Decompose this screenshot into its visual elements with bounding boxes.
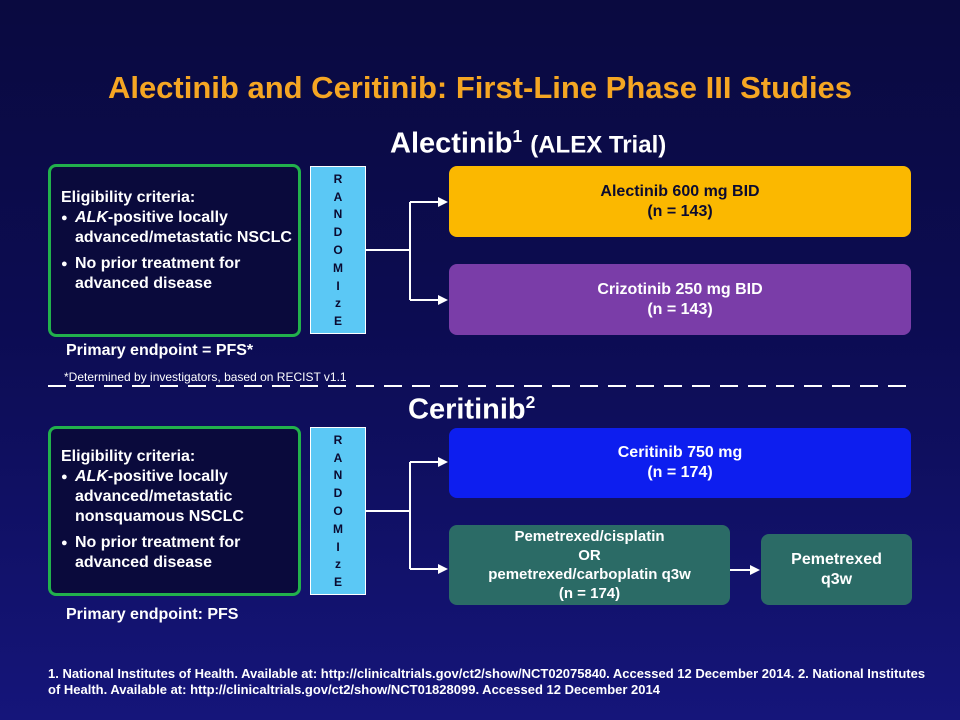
alectinib-title-ref: 1 — [512, 126, 523, 146]
alectinib-arm-n: (n = 143) — [647, 202, 713, 220]
slide-title: Alectinib and Ceritinib: First-Line Phas… — [107, 70, 853, 105]
alectinib-title-main: Alectinib — [390, 127, 513, 160]
alex-criteria-list: ALK-positive locally advanced/metastatic… — [61, 208, 298, 294]
references: 1. National Institutes of Health. Availa… — [48, 666, 926, 697]
rand-letter: D — [333, 486, 343, 501]
rand-letter: I — [336, 539, 340, 554]
maintenance-box: Pemetrexed q3w — [761, 534, 912, 605]
rand-letter: E — [333, 314, 342, 329]
alex-eligibility-box: Eligibility criteria: ALK-positive local… — [48, 164, 301, 337]
rand-letter: z — [335, 296, 341, 311]
ceritinib-arm-box: Ceritinib 750 mg (n = 174) — [449, 428, 911, 498]
ceritinib-eligibility-header: Eligibility criteria: — [61, 448, 196, 465]
ceritinib-title-ref: 2 — [525, 392, 536, 412]
maintenance-drug: Pemetrexed — [791, 550, 882, 568]
maintenance-schedule: q3w — [820, 570, 853, 588]
rand-letter: D — [333, 225, 343, 240]
chemo-arm-line-1: Pemetrexed/cisplatin — [514, 528, 665, 545]
ceritinib-criteria-2: No prior treatment for advanced disease — [61, 533, 298, 573]
alex-primary-endpoint: Primary endpoint = PFS* — [66, 342, 254, 359]
ceritinib-title-main: Ceritinib — [408, 393, 526, 426]
chemo-arm-line-2: OR — [578, 547, 601, 564]
rand-letter: R — [333, 432, 343, 447]
ceritinib-criteria-1: ALK-positive locally advanced/metastatic… — [61, 467, 298, 527]
ceritinib-criteria-1-text: -positive locally advanced/metastatic no… — [75, 468, 244, 525]
rand-letter: A — [333, 189, 343, 204]
chemo-arm-line-3: pemetrexed/carboplatin q3w — [488, 566, 691, 583]
chemo-arm-n: (n = 174) — [558, 585, 621, 602]
alectinib-title-sub: (ALEX Trial) — [530, 131, 667, 159]
rand-letter: N — [333, 468, 343, 483]
ceritinib-primary-endpoint: Primary endpoint: PFS — [66, 606, 239, 623]
alex-criteria-1: ALK-positive locally advanced/metastatic… — [61, 208, 298, 248]
rand-letter: O — [333, 242, 343, 257]
crizotinib-arm-drug: Crizotinib 250 mg BID — [597, 280, 763, 298]
rand-letter: z — [335, 557, 341, 572]
alex-footnote: *Determined by investigators, based on R… — [64, 370, 347, 384]
ceritinib-randomize-bar: R A N D O M I z E — [310, 427, 366, 595]
rand-letter: M — [333, 521, 343, 536]
alex-randomize-bar: R A N D O M I z E — [310, 166, 366, 334]
crizotinib-arm-n: (n = 143) — [647, 300, 713, 318]
crizotinib-arm-box: Crizotinib 250 mg BID (n = 143) — [449, 264, 911, 335]
alectinib-arm-box: Alectinib 600 mg BID (n = 143) — [449, 166, 911, 237]
rand-letter: I — [336, 278, 340, 293]
rand-letter: O — [333, 503, 343, 518]
alex-eligibility-header: Eligibility criteria: — [61, 189, 196, 206]
chemotherapy-arm-box: Pemetrexed/cisplatin OR pemetrexed/carbo… — [449, 525, 730, 605]
ceritinib-section-title: Ceritinib2 — [408, 392, 535, 427]
rand-letter: N — [333, 207, 343, 222]
alectinib-section-title: Alectinib1 (ALEX Trial) — [390, 126, 666, 161]
alex-criteria-2: No prior treatment for advanced disease — [61, 254, 298, 294]
ceritinib-criteria-1-gene: ALK — [75, 468, 108, 485]
rand-letter: A — [333, 450, 343, 465]
ceritinib-arm-n: (n = 174) — [647, 464, 713, 481]
rand-letter: R — [333, 171, 343, 186]
ceritinib-criteria-list: ALK-positive locally advanced/metastatic… — [61, 467, 298, 573]
alex-criteria-1-text: -positive locally advanced/metastatic NS… — [75, 209, 292, 246]
alex-criteria-1-gene: ALK — [75, 209, 108, 226]
rand-letter: E — [333, 575, 342, 590]
alectinib-arm-drug: Alectinib 600 mg BID — [600, 182, 760, 200]
ceritinib-arm-drug: Ceritinib 750 mg — [617, 444, 743, 461]
rand-letter: M — [333, 260, 343, 275]
ceritinib-eligibility-box: Eligibility criteria: ALK-positive local… — [48, 426, 301, 596]
